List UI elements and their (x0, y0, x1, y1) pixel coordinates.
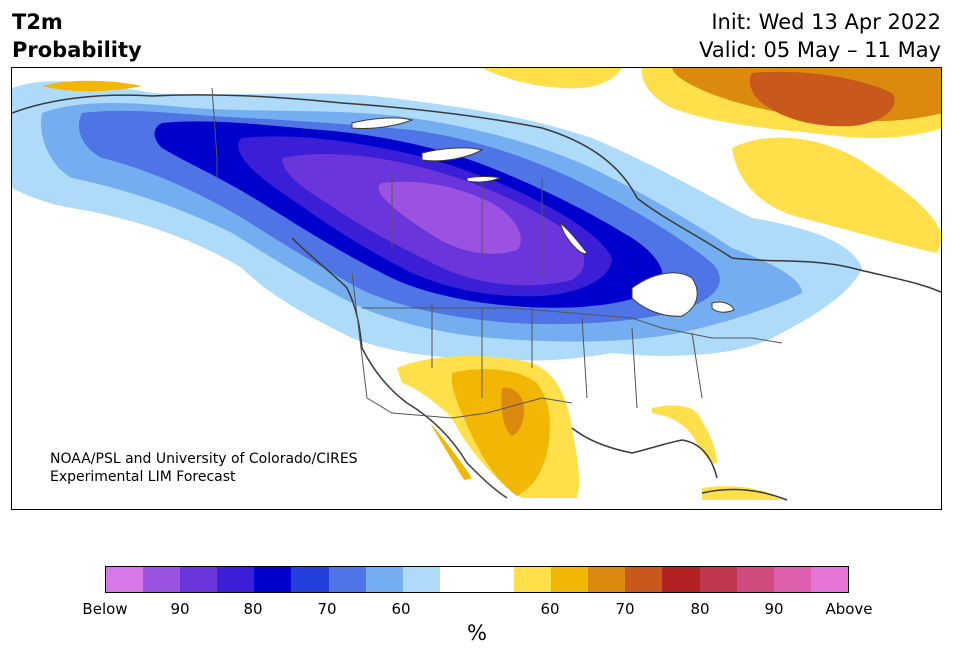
colorbar-cell (476, 567, 515, 592)
colorbar-tick-label: 60 (391, 600, 411, 618)
forecast-dates: Init: Wed 13 Apr 2022 Valid: 05 May – 11… (699, 8, 941, 64)
title-line-1: T2m (12, 10, 63, 34)
colorbar-cell (217, 567, 255, 592)
chart-title: T2m Probability (12, 8, 142, 64)
colorbar-tick-label: 90 (764, 600, 784, 618)
colorbar-cell (402, 567, 440, 592)
colorbar-tick-label: 80 (690, 600, 710, 618)
warm-alaska-70 (42, 80, 142, 92)
cold-contour-95 (378, 181, 521, 254)
init-date: Init: Wed 13 Apr 2022 (711, 10, 941, 34)
colorbar-cell (143, 567, 181, 592)
colorbar-cell (588, 567, 626, 592)
lakes (351, 117, 735, 317)
colorbar-cell (365, 567, 403, 592)
credit-line-1: NOAA/PSL and University of Colorado/CIRE… (50, 451, 358, 467)
coastlines (12, 94, 941, 501)
warm-southwest-75 (501, 387, 525, 436)
colorbar-cell (254, 567, 292, 592)
colorbar-tick-label: Below (82, 600, 128, 618)
title-line-2: Probability (12, 38, 142, 62)
warm-baja-70 (430, 423, 472, 480)
colorbar-tick-label: 60 (540, 600, 560, 618)
credit-text: NOAA/PSL and University of Colorado/CIRE… (50, 450, 358, 486)
colorbar-tick-label: 80 (243, 600, 263, 618)
colorbar-cell (291, 567, 329, 592)
colorbar-cell (106, 567, 144, 592)
warm-northeast-canada-60 (732, 137, 941, 253)
probability-map: NOAA/PSL and University of Colorado/CIRE… (11, 67, 942, 510)
warm-cuba-60 (702, 486, 782, 500)
warm-southwest-70 (451, 369, 550, 496)
map-svg (12, 68, 941, 501)
warm-arctic-60 (482, 68, 622, 89)
credit-line-2: Experimental LIM Forecast (50, 469, 236, 485)
colorbar (105, 566, 849, 593)
colorbar-tick-label: 70 (317, 600, 337, 618)
valid-date: Valid: 05 May – 11 May (699, 38, 941, 62)
colorbar-cell (662, 567, 700, 592)
colorbar-cell (328, 567, 366, 592)
colorbar-tick-label: 70 (615, 600, 635, 618)
colorbar-cell (699, 567, 737, 592)
colorbar-cell (439, 567, 477, 592)
colorbar-unit: % (467, 621, 487, 645)
colorbar-cell (625, 567, 663, 592)
colorbar-tick-label: 90 (170, 600, 190, 618)
colorbar-cell (514, 567, 552, 592)
colorbar-cell (810, 567, 848, 592)
colorbar-cell (551, 567, 589, 592)
political-borders (211, 87, 783, 419)
colorbar-cell (180, 567, 218, 592)
warm-greenland-80 (749, 71, 895, 127)
colorbar-tick-label: Above (825, 600, 873, 618)
colorbar-cell (773, 567, 811, 592)
colorbar-cell (736, 567, 774, 592)
